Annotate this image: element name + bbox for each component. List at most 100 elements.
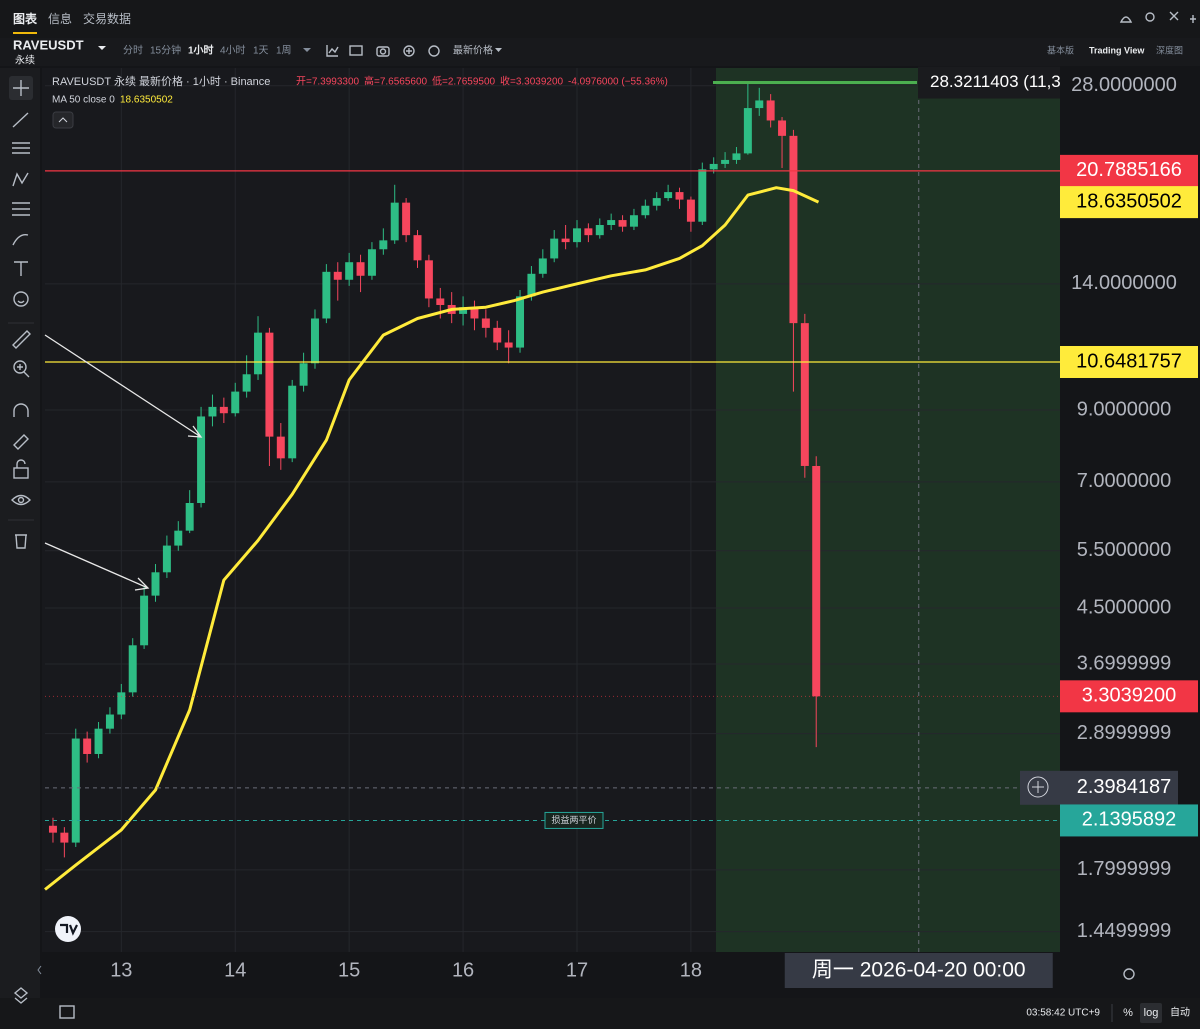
interval[interactable]: 1周 (276, 45, 292, 57)
level-label: 2.1395892 (1082, 809, 1177, 831)
candle-body (607, 220, 616, 226)
x-tick-label: 13 (110, 959, 132, 981)
chart-tools[interactable] (326, 45, 440, 57)
candle-body (333, 271, 342, 280)
candle-body (254, 332, 263, 375)
y-tick-label: 7.0000000 (1077, 470, 1172, 492)
candle-body (151, 572, 160, 596)
ohlc-open: 开=7.3993300 (296, 77, 360, 88)
level-label: 18.6350502 (1076, 190, 1182, 212)
candle-body (584, 228, 593, 236)
add-order-button[interactable] (1027, 776, 1049, 798)
level-label: 20.7885166 (1076, 159, 1182, 181)
add-order-icon (1032, 781, 1044, 793)
axes: 28.0000000 14.0000000 9.0000000 7.0000000 5.… (110, 66, 1198, 988)
ohlc-close: 收=3.3039200 (500, 75, 564, 88)
crosshair-x-label: 周一 2026-04-20 00:00 (812, 959, 1026, 982)
percent-toggle[interactable]: % (1123, 1007, 1133, 1019)
candle-body (310, 318, 319, 364)
toolbar (0, 38, 1200, 66)
scroll-left[interactable] (37, 965, 42, 975)
y-tick-label: 4.5000000 (1077, 596, 1172, 618)
candle-body (185, 503, 194, 531)
interval-active[interactable]: 1小时 (188, 44, 214, 57)
symbol-dropdown[interactable] (98, 46, 106, 50)
candle-body (618, 220, 627, 227)
candle-body (197, 416, 206, 504)
clock: 03:58:42 UTC+9 (1026, 1008, 1100, 1019)
log-toggle[interactable]: log (1144, 1007, 1159, 1019)
candle-body (242, 374, 251, 392)
crosshair-y-tag (1020, 770, 1178, 805)
candle-body (390, 202, 399, 241)
left-toolbar (0, 68, 40, 998)
candle-body (174, 530, 183, 546)
candle-body (117, 692, 126, 715)
candle-body (778, 120, 787, 136)
chart-title: RAVEUSDT 永续 最新价格 · 1小时 · Binance (52, 74, 270, 88)
candle-body (766, 100, 775, 121)
settings-icon[interactable] (1123, 968, 1135, 980)
candle-body (470, 307, 479, 319)
view-option[interactable]: 基本版 (1047, 44, 1074, 55)
tab[interactable]: 图表 (13, 11, 38, 26)
collapse-legend[interactable] (52, 111, 74, 129)
candle-body (413, 235, 422, 261)
level-label: 10.6481757 (1076, 350, 1182, 372)
crosshair-x-tag (784, 953, 1053, 988)
y-tick-label: 14.0000000 (1071, 272, 1177, 294)
level-label: 3.3039200 (1082, 685, 1177, 707)
interval[interactable]: 分时 (123, 45, 143, 57)
candle-body (743, 108, 752, 154)
candle-body (629, 215, 638, 227)
candle-body (345, 262, 354, 280)
auto-toggle[interactable]: 自动 (1170, 1006, 1190, 1019)
tab[interactable]: 交易数据 (83, 11, 131, 26)
crosshair-y-label: 2.3984187 (1077, 776, 1172, 798)
breakeven-tag (544, 811, 604, 829)
candle-body (402, 202, 411, 236)
candle-body (140, 595, 149, 646)
interval[interactable]: 4小时 (220, 45, 246, 57)
position-zone (716, 68, 1060, 952)
candle-body (698, 169, 707, 222)
x-tick-label: 17 (566, 959, 588, 981)
candle-body (652, 198, 661, 206)
window-icons[interactable] (1119, 11, 1196, 23)
candle-body (595, 225, 604, 236)
interval[interactable]: 15分钟 (150, 44, 181, 57)
tab[interactable]: 信息 (48, 11, 72, 26)
price-type-dropdown[interactable] (495, 48, 502, 52)
interval-dropdown[interactable] (303, 48, 311, 52)
candle-body (504, 342, 513, 348)
candle-body (709, 163, 718, 170)
contract-type: 永续 (15, 54, 35, 67)
y-tick-label: 1.4499999 (1077, 920, 1172, 942)
x-tick-label: 14 (224, 959, 246, 981)
x-tick-label: 15 (338, 959, 360, 981)
candle-body (789, 135, 798, 324)
candle-body (276, 436, 285, 459)
price-type[interactable]: 最新价格 (453, 44, 493, 57)
candle-body (493, 327, 502, 343)
view-option-active[interactable]: Trading View (1089, 45, 1145, 55)
log-toggle-bg (1140, 1003, 1162, 1023)
candle-body (538, 258, 547, 274)
annotation-arrows (44, 334, 203, 591)
view-option[interactable]: 深度图 (1156, 44, 1183, 55)
y-tick-label: 9.0000000 (1077, 398, 1172, 420)
ohlc-high: 高=7.6565600 (364, 75, 428, 88)
x-tick-label: 16 (452, 959, 474, 981)
y-tick-label: 2.8999999 (1077, 722, 1172, 744)
interval[interactable]: 1天 (253, 46, 269, 57)
candle-body (675, 192, 684, 200)
ohlc-change: -4.0976000 (−55.36%) (568, 77, 668, 88)
drawing-tools[interactable] (9, 76, 75, 1019)
symbol[interactable]: RAVEUSDT (13, 37, 84, 52)
candle-body (208, 406, 217, 417)
candle-body (459, 307, 468, 314)
bottom-bar (0, 998, 1200, 1029)
top-bar (0, 0, 1200, 38)
y-tick-label: 3.6999999 (1077, 652, 1172, 674)
candle-body (356, 262, 365, 276)
